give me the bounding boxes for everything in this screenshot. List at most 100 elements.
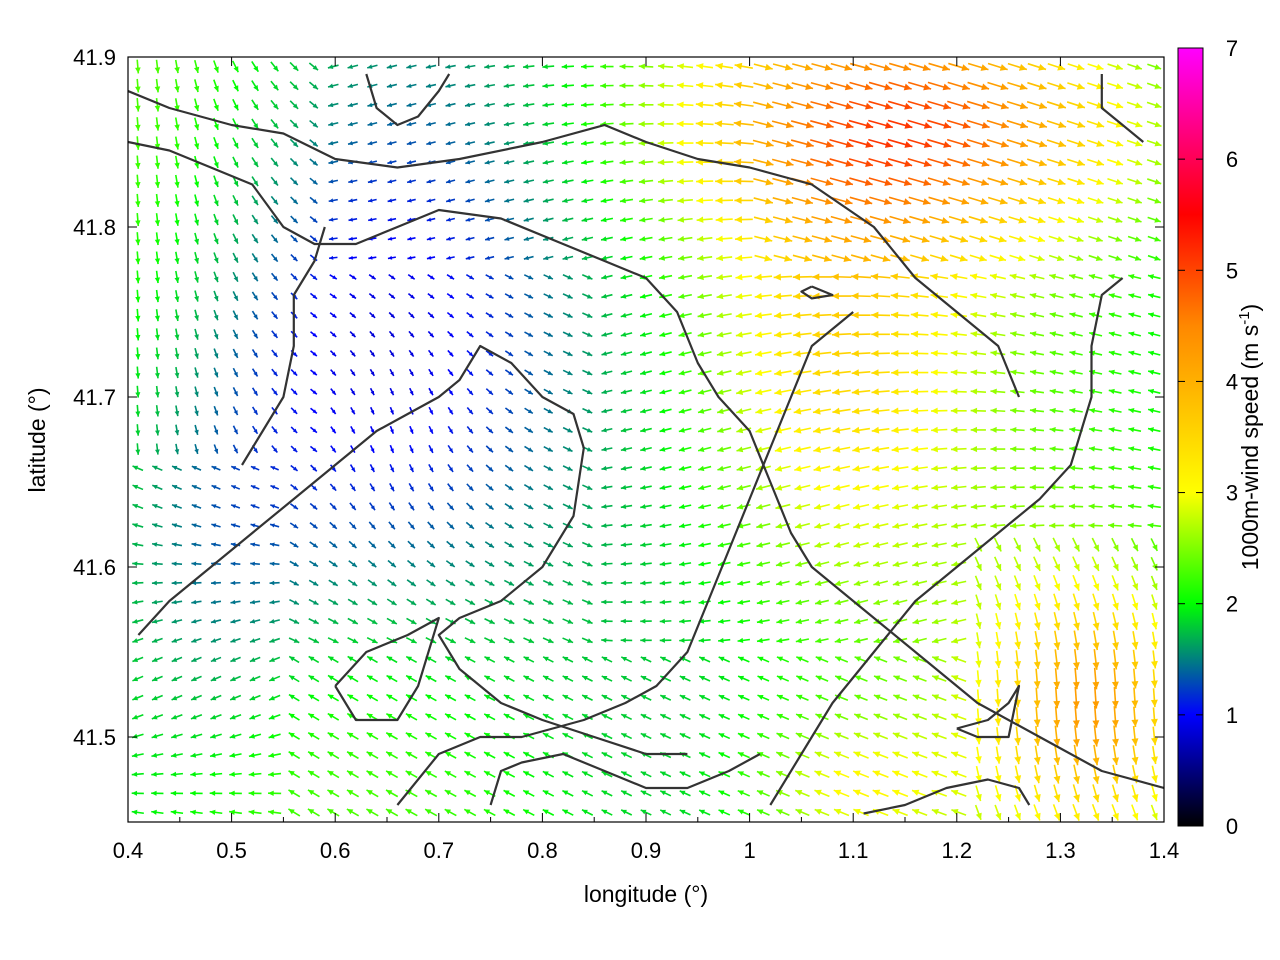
wind-arrow [367,559,377,568]
wind-arrow-head [696,235,704,242]
wind-arrow [930,350,948,357]
wind-arrow [1131,687,1139,708]
wind-arrow-head [547,428,553,433]
wind-arrow-head [331,486,337,491]
wind-arrow [426,559,436,568]
wind-arrow [369,311,376,319]
wind-arrow-head [191,676,197,682]
wind-arrow [194,290,199,302]
wind-arrow [659,770,672,778]
wind-arrow-head [737,580,744,586]
wind-arrow [950,388,967,395]
wind-arrow-head [331,332,337,337]
wind-arrow-head [1088,273,1096,280]
wind-arrow-head [230,580,236,586]
wind-arrow-head [1151,621,1158,630]
wind-arrow [1131,706,1139,727]
wind-arrow [620,408,633,414]
wind-arrow-head [1017,235,1026,243]
wind-arrow-head [135,449,141,455]
wind-arrow-head [1010,465,1017,472]
wind-arrow-head [135,430,141,436]
wind-arrow-head [873,637,881,644]
wind-arrow-head [488,523,494,529]
wind-arrow-head [1134,255,1142,261]
wind-arrow [735,273,753,281]
wind-arrow [1009,273,1026,280]
wind-arrow-head [990,446,997,453]
wind-arrow-head [931,561,939,568]
wind-arrow-head [547,370,553,375]
wind-arrow [1029,484,1045,491]
wind-arrow-head [154,430,160,436]
wind-arrow-head [229,733,236,739]
wind-arrow [698,809,711,816]
wind-arrow-head [268,752,275,758]
wind-arrow [929,235,949,243]
wind-arrow [388,311,396,319]
wind-arrow [834,618,849,625]
wind-arrow [426,579,436,587]
wind-arrow [194,443,199,455]
wind-arrow-head [870,273,879,281]
wind-arrow-head [191,695,197,701]
wind-arrow [174,366,180,379]
wind-arrow [1072,649,1080,670]
wind-arrow [931,656,947,663]
wind-arrow [1049,369,1064,376]
wind-arrow [1147,235,1161,242]
wind-arrow [757,713,770,721]
wind-arrow [833,503,850,510]
wind-arrow [717,503,731,510]
wind-arrow [990,331,1006,338]
wind-arrow [368,521,377,530]
wind-arrow-head [409,390,414,396]
wind-arrow-head [815,637,822,644]
wind-arrow [640,732,652,740]
wind-arrow [601,389,613,395]
wind-arrow [1069,407,1083,414]
wind-arrow [1010,426,1025,433]
wind-arrow [562,656,574,663]
wind-arrow-head [174,449,180,455]
wind-arrow [388,502,396,511]
wind-arrow-head [833,503,841,510]
wind-arrow [329,502,337,511]
wind-arrow-head [370,371,375,376]
wind-arrow [171,484,182,490]
wind-arrow [562,236,574,242]
wind-arrow [852,789,870,798]
wind-arrow [640,561,652,567]
wind-arrow [892,503,909,510]
wind-arrow [1088,331,1103,337]
wind-arrow-head [171,733,177,739]
wind-arrow [484,255,495,260]
wind-arrow-head [639,255,646,261]
wind-arrow-head [468,390,473,395]
wind-arrow-head [488,447,494,453]
wind-arrow [974,804,982,821]
wind-arrow [1131,804,1139,821]
wind-arrow [620,713,633,721]
wind-arrow-head [639,236,646,242]
wind-arrow [852,770,870,779]
wind-arrow-head [1029,273,1037,280]
wind-arrow-head [678,350,685,357]
wind-arrow [1091,803,1100,821]
wind-arrow-head [1073,563,1080,572]
wind-arrow [833,542,850,549]
wind-arrow [503,770,516,778]
wind-arrow-head [659,618,666,624]
wind-arrow [154,347,160,360]
wind-arrow-head [970,350,978,357]
wind-arrow-head [1009,273,1017,280]
wind-arrow [389,387,395,396]
wind-arrow [679,732,691,740]
wind-arrow-head [528,600,534,605]
wind-arrow-head [190,714,197,720]
wind-arrow-head [601,809,608,815]
wind-arrow-head [1092,757,1100,766]
wind-arrow-head [312,275,318,280]
wind-arrow [831,273,852,281]
wind-arrow [659,504,672,510]
